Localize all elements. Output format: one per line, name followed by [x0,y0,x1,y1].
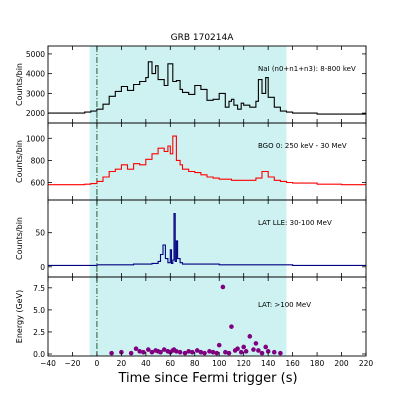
panel-label-3: LAT LLE: 30-100 MeV [258,219,332,227]
y-tick-label: 2000 [26,109,45,118]
data-point-panel-4 [241,344,246,350]
x-tick-label: 40 [141,359,151,368]
y-tick-label: 600 [31,179,46,188]
data-point-panel-4 [214,350,220,356]
data-point-panel-4 [202,350,207,356]
data-point-panel-4 [137,349,143,354]
data-point-panel-4 [229,324,234,329]
shaded-interval-panel-2 [89,123,287,200]
panel-label-4: LAT: >100 MeV [258,301,311,309]
data-point-panel-4 [145,347,151,352]
data-point-panel-4 [161,347,167,352]
y-axis-label-panel-2: Counts/bin [15,140,24,183]
data-point-panel-4 [251,347,256,352]
x-tick-label: 100 [212,359,227,368]
data-point-panel-4 [109,350,114,356]
data-point-panel-4 [247,334,253,339]
text-layer: GRB 170214A Time since Fermi trigger (s)… [15,33,373,386]
x-tick-label: 200 [334,359,349,368]
x-tick-label: 80 [190,359,200,368]
data-point-panel-4 [259,350,265,356]
data-point-panel-4 [207,349,212,354]
data-point-panel-4 [263,344,269,350]
y-tick-label: 50 [35,229,45,238]
y-tick-label: 800 [31,156,46,165]
y-axis-label-panel-4: Energy (GeV) [15,290,24,343]
data-point-panel-4 [220,284,226,290]
y-tick-label: 1000 [26,134,45,143]
x-tick-label: 120 [237,359,252,368]
data-point-panel-4 [182,350,188,356]
data-point-panel-4 [271,349,277,355]
data-point-panel-4 [278,350,283,356]
y-tick-label: 0 [40,263,45,272]
x-tick-label: 140 [261,359,276,368]
data-point-panel-4 [256,348,261,353]
y-axis-label-panel-3: Counts/bin [15,217,24,260]
x-tick-label: −40 [40,359,56,368]
data-point-panel-4 [235,346,240,352]
data-point-panel-4 [243,349,249,354]
panel-label-2: BGO 0: 250 keV - 30 MeV [258,142,347,150]
data-point-panel-4 [216,342,222,348]
data-point-panel-4 [133,346,139,352]
y-tick-label: 4000 [26,70,45,79]
x-tick-label: −20 [65,359,81,368]
y-tick-label: 2.5 [33,328,45,337]
data-point-panel-4 [177,349,183,355]
y-tick-label: 0.0 [33,350,45,359]
y-axis-label-panel-1: Counts/bin [15,63,24,106]
data-point-panel-4 [226,350,232,356]
data-point-panel-4 [194,348,200,353]
data-point-panel-4 [198,349,204,355]
x-tick-label: 0 [95,359,100,368]
panel-frame-4 [47,276,367,357]
series-line-panel-3 [48,213,366,266]
y-tick-label: 5.0 [33,306,45,315]
series-line-panel-2 [48,135,366,186]
shaded-interval-panel-3 [89,200,287,277]
x-tick-label: 220 [359,359,374,368]
data-point-panel-4 [128,350,134,356]
data-point-panel-4 [174,349,179,354]
axes-frame-layer [47,45,367,357]
data-point-panel-4 [158,349,163,355]
panel-label-1: NaI (n0+n1+n3): 8-800 keV [258,65,356,73]
y-tick-label: 3000 [26,89,45,98]
x-tick-label: 20 [117,359,127,368]
y-tick-label: 5000 [26,50,45,59]
data-point-panel-4 [238,349,244,355]
data-point-panel-4 [186,349,191,354]
x-tick-label: 180 [310,359,325,368]
data-point-panel-4 [223,349,228,355]
shaded-interval-panel-4 [89,277,287,356]
series-line-panel-1 [48,61,366,115]
x-tick-label: 60 [166,359,176,368]
series-layer [48,46,366,356]
data-point-panel-4 [190,349,195,355]
y-tick-label: 7.5 [33,284,45,293]
data-point-panel-4 [265,349,271,354]
x-tick-label: 160 [285,359,300,368]
data-point-panel-4 [253,341,259,346]
data-point-panel-4 [141,349,146,355]
chart-title: GRB 170214A [171,33,235,43]
shaded-interval-layer [89,46,287,356]
data-point-panel-4 [149,349,155,355]
shaded-interval-panel-1 [89,46,287,123]
x-axis-label: Time since Fermi trigger (s) [117,371,297,386]
data-point-panel-4 [210,349,216,355]
